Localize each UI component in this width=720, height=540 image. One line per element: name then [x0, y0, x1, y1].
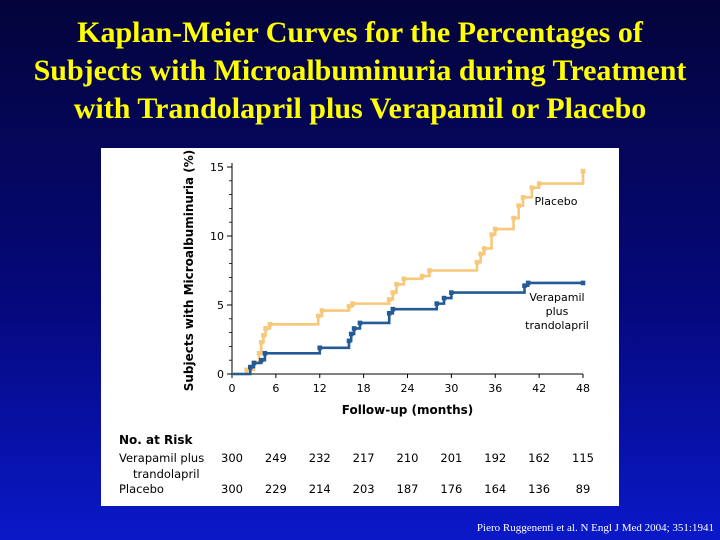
risk-value: 203 [353, 482, 375, 496]
risk-row-label: Verapamil plus [119, 451, 204, 465]
risk-value: 214 [309, 482, 331, 496]
series-point-0 [256, 351, 262, 356]
x-axis-label: Follow-up (months) [342, 403, 473, 417]
series-point-1 [348, 331, 354, 337]
risk-value: 300 [221, 482, 243, 496]
risk-table-heading: No. at Risk [119, 433, 194, 447]
x-tick-label: 24 [401, 382, 415, 395]
risk-table: No. at Risk Verapamil plus trandolapril 300… [119, 433, 594, 496]
y-tick-label: 0 [217, 368, 224, 381]
x-tick-label: 18 [357, 382, 371, 395]
series-point-0 [474, 259, 480, 265]
risk-value: 89 [576, 482, 591, 496]
series-line-0 [232, 171, 585, 376]
series-point-0 [492, 226, 498, 232]
series-point-0 [536, 181, 542, 186]
x-tick-label: 12 [313, 382, 327, 395]
series-point-0 [319, 308, 325, 313]
risk-value: 300 [221, 451, 243, 465]
risk-value: 249 [265, 451, 287, 465]
risk-row-label: trandolapril [133, 467, 200, 481]
risk-row-label: Placebo [119, 482, 164, 496]
series-point-0 [386, 297, 392, 302]
series-point-1 [317, 345, 323, 351]
y-tick-label: 15 [210, 161, 224, 174]
series-point-0 [258, 339, 264, 345]
y-tick-label: 10 [210, 230, 224, 243]
series-label-1: Verapamil [529, 291, 584, 304]
risk-value: 192 [484, 451, 506, 465]
series-point-0 [489, 232, 494, 237]
series-point-0 [267, 322, 273, 327]
risk-value: 210 [397, 451, 419, 465]
x-tick-label: 36 [488, 382, 502, 395]
series-point-1 [357, 320, 363, 326]
series-point-0 [244, 367, 249, 373]
y-axis-label: Subjects with Microalbuminuria (%) [182, 150, 196, 392]
series-point-1 [449, 290, 454, 295]
axes: 0 5 10 15 0 6 12 18 24 30 36 42 48 Follow-up (months)… [182, 150, 590, 417]
series-group [232, 168, 586, 376]
series-point-1 [251, 360, 257, 366]
title-line-3: with Trandolapril plus Verapamil or Plac… [73, 92, 647, 125]
y-tick-label: 5 [217, 299, 224, 312]
series-point-0 [511, 215, 516, 221]
title-line-2: Subjects with Microalbuminuria during Tr… [33, 54, 687, 87]
series-point-0 [419, 273, 425, 279]
figure-panel: 0 5 10 15 0 6 12 18 24 30 36 42 48 Follow-up (months)… [101, 148, 619, 506]
series-point-0 [315, 313, 321, 319]
series-point-1 [580, 280, 586, 286]
series-point-1 [258, 357, 264, 363]
series-label-1: trandolapril [525, 319, 589, 332]
risk-value: 136 [528, 482, 550, 496]
series-point-0 [427, 268, 432, 273]
series-point-0 [263, 326, 268, 331]
risk-value: 176 [440, 482, 462, 496]
series-point-1 [247, 364, 253, 370]
km-chart: 0 5 10 15 0 6 12 18 24 30 36 42 48 Follow-up (months)… [119, 150, 594, 496]
series-point-0 [350, 301, 355, 306]
series-label-0: Placebo [535, 195, 578, 208]
series-point-1 [525, 280, 531, 286]
series-point-1 [522, 283, 527, 288]
series-point-1 [386, 310, 392, 316]
risk-value: 232 [309, 451, 331, 465]
series-label-1: plus [546, 305, 569, 318]
risk-value: 164 [484, 482, 506, 496]
series-point-0 [401, 276, 407, 282]
series-point-1 [351, 326, 357, 331]
series-point-0 [516, 203, 521, 208]
slide-title: Kaplan-Meier Curves for the Percentages … [0, 14, 720, 128]
series-point-1 [390, 306, 396, 312]
citation: Piero Ruggenenti et al. N Engl J Med 200… [476, 522, 714, 534]
series-point-0 [390, 290, 396, 295]
x-tick-label: 6 [272, 382, 279, 395]
risk-value: 115 [572, 451, 594, 465]
series-point-0 [481, 246, 487, 251]
x-tick-label: 0 [229, 382, 236, 395]
risk-value: 162 [528, 451, 550, 465]
risk-value: 187 [397, 482, 419, 496]
series-point-0 [580, 168, 586, 174]
x-tick-label: 42 [532, 382, 546, 395]
series-point-1 [441, 295, 447, 301]
series-point-0 [529, 185, 535, 190]
title-line-1: Kaplan-Meier Curves for the Percentages … [77, 16, 643, 49]
series-point-1 [434, 301, 440, 306]
series-point-1 [346, 338, 352, 344]
series-point-0 [261, 333, 266, 338]
series-point-0 [520, 195, 526, 200]
series-point-0 [478, 251, 483, 257]
x-tick-label: 48 [576, 382, 590, 395]
x-tick-label: 30 [444, 382, 458, 395]
risk-value: 217 [353, 451, 375, 465]
series-point-0 [346, 304, 352, 309]
risk-value: 229 [265, 482, 287, 496]
series-point-0 [394, 282, 399, 287]
risk-value: 201 [440, 451, 462, 465]
series-point-1 [262, 351, 268, 356]
